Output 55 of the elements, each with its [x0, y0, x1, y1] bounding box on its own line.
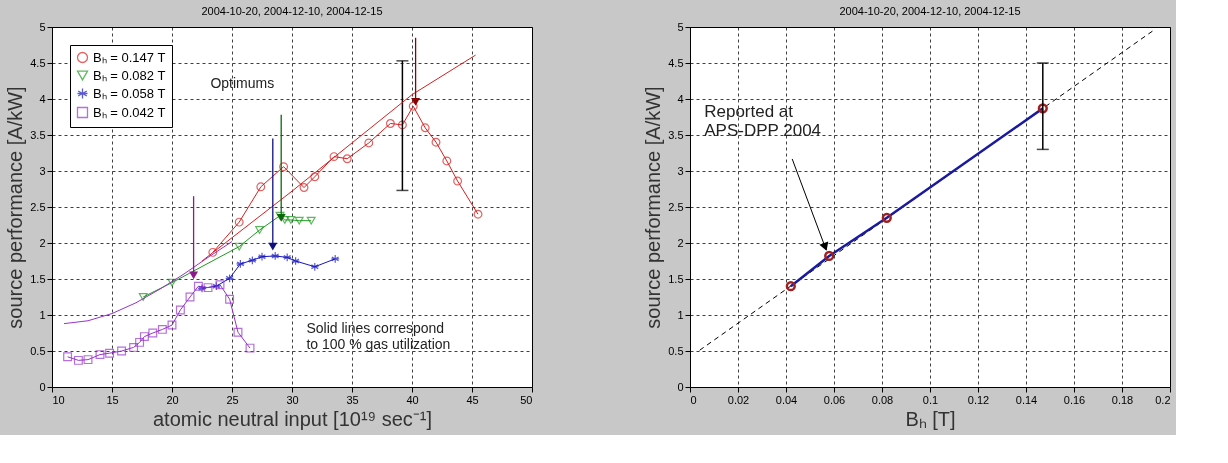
y-tick-label: 0.5 — [30, 344, 46, 357]
y-tick-label: 4.5 — [668, 56, 684, 69]
x-tick-label: 50 — [520, 393, 533, 406]
y-tick-label: 1 — [677, 308, 684, 321]
annotation: Reported at APS-DPP 2004 — [704, 101, 822, 140]
x-tick-label: 0.12 — [967, 393, 990, 406]
legend-label: Bₕ = 0.082 T — [93, 67, 166, 83]
y-tick-label: 5 — [39, 20, 46, 33]
y-tick-label: 3 — [677, 164, 684, 177]
y-tick-label: 1 — [39, 308, 46, 321]
y-axis-title: source performance [A/kW] — [642, 86, 665, 329]
x-axis-title: Bₕ [T] — [905, 407, 956, 430]
x-tick-label: 0.2 — [1155, 393, 1171, 406]
x-tick-label: 20 — [166, 393, 179, 406]
x-tick-label: 0.08 — [871, 393, 894, 406]
x-tick-label: 0.14 — [1015, 393, 1038, 406]
y-tick-label: 0.5 — [668, 344, 684, 357]
x-tick-label: 40 — [406, 393, 419, 406]
x-tick-label: 0 — [690, 393, 697, 406]
x-axis-title: atomic neutral input [10¹⁹ sec⁻¹] — [152, 407, 433, 430]
y-tick-label: 1.5 — [668, 272, 684, 285]
x-tick-label: 10 — [52, 393, 65, 406]
x-tick-label: 25 — [226, 393, 239, 406]
chart-title: 2004-10-20, 2004-12-10, 2004-12-15 — [201, 5, 383, 17]
annotation: Optimums — [210, 75, 275, 92]
annotation: Solid lines correspond to 100 % gas utilization — [306, 320, 451, 353]
y-tick-label: 3.5 — [668, 128, 684, 141]
y-tick-label: 5 — [677, 20, 684, 33]
y-tick-label: 2.5 — [30, 200, 46, 213]
x-tick-label: 30 — [286, 393, 299, 406]
x-tick-label: 45 — [466, 393, 479, 406]
y-tick-label: 2 — [39, 236, 46, 249]
x-tick-label: 35 — [346, 393, 359, 406]
y-tick-label: 4 — [39, 92, 46, 105]
x-tick-label: 0.16 — [1063, 393, 1086, 406]
y-tick-label: 2.5 — [668, 200, 684, 213]
x-tick-label: 0.1 — [922, 393, 939, 406]
y-tick-label: 3.5 — [30, 128, 46, 141]
y-tick-label: 3 — [39, 164, 46, 177]
chart-title: 2004-10-20, 2004-12-10, 2004-12-15 — [839, 5, 1021, 17]
legend-label: Bₕ = 0.042 T — [93, 104, 166, 120]
y-tick-label: 0 — [677, 380, 684, 393]
y-tick-label: 4 — [677, 92, 684, 105]
x-tick-label: 0.06 — [823, 393, 846, 406]
y-axis-title: source performance [A/kW] — [4, 86, 27, 329]
x-tick-label: 0.04 — [775, 393, 798, 406]
y-tick-label: 1.5 — [30, 272, 46, 285]
legend-label: Bₕ = 0.147 T — [93, 49, 166, 65]
y-tick-label: 0 — [39, 380, 46, 393]
y-tick-label: 4.5 — [30, 56, 46, 69]
x-tick-label: 15 — [106, 393, 119, 406]
x-tick-label: 0.02 — [727, 393, 750, 406]
y-tick-label: 2 — [677, 236, 684, 249]
x-tick-label: 0.18 — [1111, 393, 1134, 406]
legend-label: Bₕ = 0.058 T — [93, 85, 166, 101]
